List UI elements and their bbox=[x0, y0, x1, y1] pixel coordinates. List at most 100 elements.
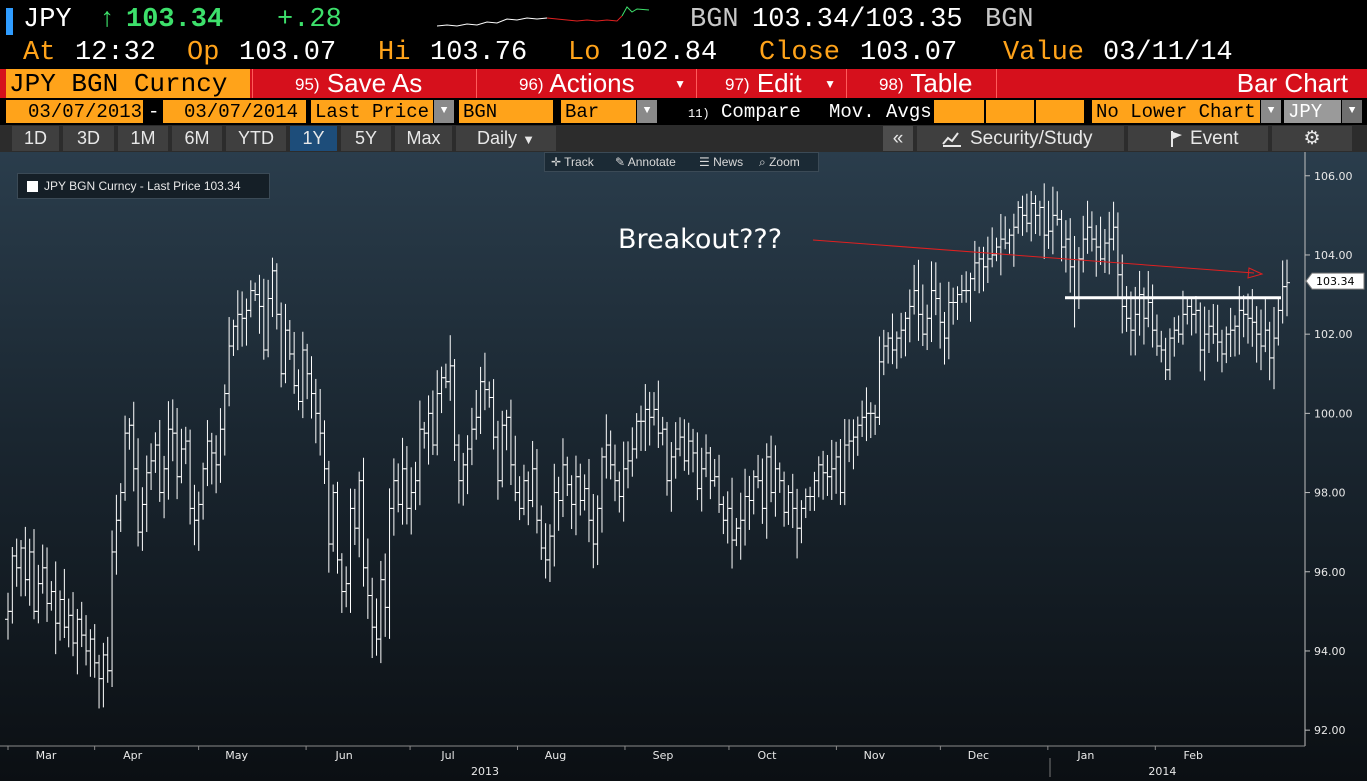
ohlc-bar bbox=[169, 399, 176, 462]
ohlc-bar bbox=[928, 261, 935, 343]
ohlc-bar bbox=[321, 420, 328, 484]
table-button[interactable]: 98) Table bbox=[846, 69, 994, 98]
chart-area[interactable]: 92.00 94.00 96.00 98.00 100.00 102.00 104.00 10… bbox=[0, 152, 1367, 781]
ohlc-bar bbox=[208, 432, 215, 485]
ohlc-bar bbox=[265, 279, 272, 358]
tab-3d[interactable]: 3D bbox=[63, 126, 114, 151]
tab-6m[interactable]: 6M bbox=[172, 126, 222, 151]
chart-legend[interactable]: JPY BGN Curncy - Last Price 103.34 bbox=[17, 173, 270, 199]
ohlc-bar bbox=[312, 378, 319, 444]
chevron-down-icon: ▼ bbox=[824, 77, 836, 91]
ohlc-bar bbox=[863, 387, 870, 442]
security-study-button[interactable]: Security/Study bbox=[917, 126, 1124, 151]
ohlc-bar bbox=[1270, 307, 1277, 390]
ohlc-bar bbox=[924, 304, 931, 351]
mov-avg-field-3[interactable] bbox=[1036, 100, 1084, 123]
ohlc-bar bbox=[152, 432, 159, 473]
currency-select[interactable]: JPY bbox=[1284, 100, 1341, 123]
track-tool[interactable]: ✛ Track bbox=[551, 155, 594, 169]
ohlc-bar bbox=[859, 400, 866, 437]
y-tick-label: 104.00 bbox=[1314, 249, 1353, 262]
ohlc-bar bbox=[442, 363, 449, 389]
currency-dropdown-icon[interactable]: ▼ bbox=[1342, 100, 1362, 123]
ohlc-bar bbox=[542, 523, 549, 579]
ohlc-bar bbox=[690, 428, 697, 473]
start-date-field[interactable]: 03/07/2013 bbox=[6, 100, 143, 123]
tab-1m[interactable]: 1M bbox=[118, 126, 168, 151]
ohlc-bar bbox=[954, 286, 961, 320]
period-select[interactable]: Daily ▼ bbox=[456, 126, 556, 151]
ohlc-bar bbox=[616, 471, 623, 513]
ohlc-bar bbox=[395, 463, 402, 513]
ohlc-bar bbox=[1088, 211, 1095, 252]
actions-number: 96) bbox=[519, 75, 544, 94]
ohlc-bar bbox=[598, 447, 605, 533]
event-button[interactable]: Event bbox=[1128, 126, 1268, 151]
ohlc-bar bbox=[898, 312, 905, 359]
ohlc-bar bbox=[932, 262, 939, 316]
ohlc-bar bbox=[1218, 329, 1225, 373]
annotate-tool[interactable]: ✎ Annotate bbox=[615, 155, 676, 169]
tab-1d[interactable]: 1D bbox=[12, 126, 59, 151]
tab-max[interactable]: Max bbox=[395, 126, 452, 151]
ohlc-bar bbox=[655, 380, 662, 448]
ohlc-bar bbox=[412, 461, 419, 510]
table-number: 98) bbox=[879, 75, 904, 94]
zoom-tool[interactable]: ⌕ Zoom bbox=[759, 155, 800, 169]
tab-5y[interactable]: 5Y bbox=[341, 126, 391, 151]
ohlc-bar bbox=[694, 432, 701, 501]
x-year-label: 2013 bbox=[471, 765, 499, 778]
security-name-field[interactable]: JPY BGN Curncy bbox=[6, 69, 250, 99]
ohlc-bar bbox=[338, 553, 345, 613]
field-dropdown-icon[interactable]: ▼ bbox=[434, 100, 454, 123]
mov-avg-field-2[interactable] bbox=[986, 100, 1034, 123]
x-tick-label: May bbox=[225, 749, 248, 762]
flag-icon bbox=[1171, 131, 1182, 147]
lower-chart-dropdown-icon[interactable]: ▼ bbox=[1261, 100, 1281, 123]
ohlc-bar bbox=[529, 440, 536, 508]
ohlc-bar bbox=[126, 418, 133, 450]
bid-ask: 103.34/103.35 bbox=[752, 5, 963, 35]
ohlc-bar bbox=[746, 475, 753, 530]
ohlc-bar bbox=[989, 227, 996, 268]
ohlc-bar bbox=[1140, 287, 1147, 345]
ohlc-bar bbox=[499, 410, 506, 488]
news-tool[interactable]: ☰ News bbox=[699, 155, 744, 169]
tab-ytd[interactable]: YTD bbox=[226, 126, 286, 151]
source-field[interactable]: BGN bbox=[459, 100, 553, 123]
field-select[interactable]: Last Price bbox=[311, 100, 433, 123]
security-study-label: Security/Study bbox=[970, 128, 1093, 149]
tab-1y[interactable]: 1Y bbox=[290, 126, 337, 151]
ohlc-bar bbox=[165, 401, 172, 500]
ohlc-bar bbox=[1201, 306, 1208, 381]
collapse-button[interactable]: « bbox=[883, 126, 913, 151]
settings-button[interactable]: ⚙ bbox=[1272, 126, 1352, 151]
lower-chart-select[interactable]: No Lower Chart bbox=[1092, 100, 1260, 123]
ohlc-bar bbox=[958, 274, 965, 303]
edit-menu[interactable]: 97) Edit ▼ bbox=[696, 69, 844, 98]
ohlc-bar bbox=[343, 566, 350, 608]
end-date-field[interactable]: 03/07/2014 bbox=[163, 100, 306, 123]
ohlc-bar bbox=[48, 581, 55, 611]
compare-button[interactable]: 11) Compare bbox=[688, 100, 801, 126]
chart-type-select[interactable]: Bar bbox=[561, 100, 636, 123]
price-chart[interactable]: 92.00 94.00 96.00 98.00 100.00 102.00 104.00 10… bbox=[0, 152, 1367, 781]
chart-title-area bbox=[996, 69, 1367, 98]
ohlc-bar bbox=[594, 495, 601, 566]
chart-type-dropdown-icon[interactable]: ▼ bbox=[637, 100, 657, 123]
ohlc-bar bbox=[755, 454, 762, 489]
mov-avg-field-1[interactable] bbox=[934, 100, 984, 123]
save-as-button[interactable]: 95) Save As bbox=[252, 69, 474, 98]
ohlc-bar bbox=[347, 488, 354, 613]
ohlc-bar bbox=[1127, 291, 1134, 356]
ohlc-bar bbox=[451, 358, 458, 461]
x-tick-label: Sep bbox=[653, 749, 674, 762]
ohlc-bar bbox=[377, 560, 384, 664]
date-range-dash: - bbox=[148, 101, 160, 123]
ohlc-bar bbox=[720, 496, 727, 535]
mov-avgs-label[interactable]: Mov. Avgs bbox=[829, 101, 932, 123]
ohlc-bar bbox=[867, 402, 874, 439]
ohlc-bar bbox=[642, 384, 649, 452]
actions-menu[interactable]: 96) Actions ▼ bbox=[476, 69, 694, 98]
ohlc-bar bbox=[703, 434, 710, 478]
